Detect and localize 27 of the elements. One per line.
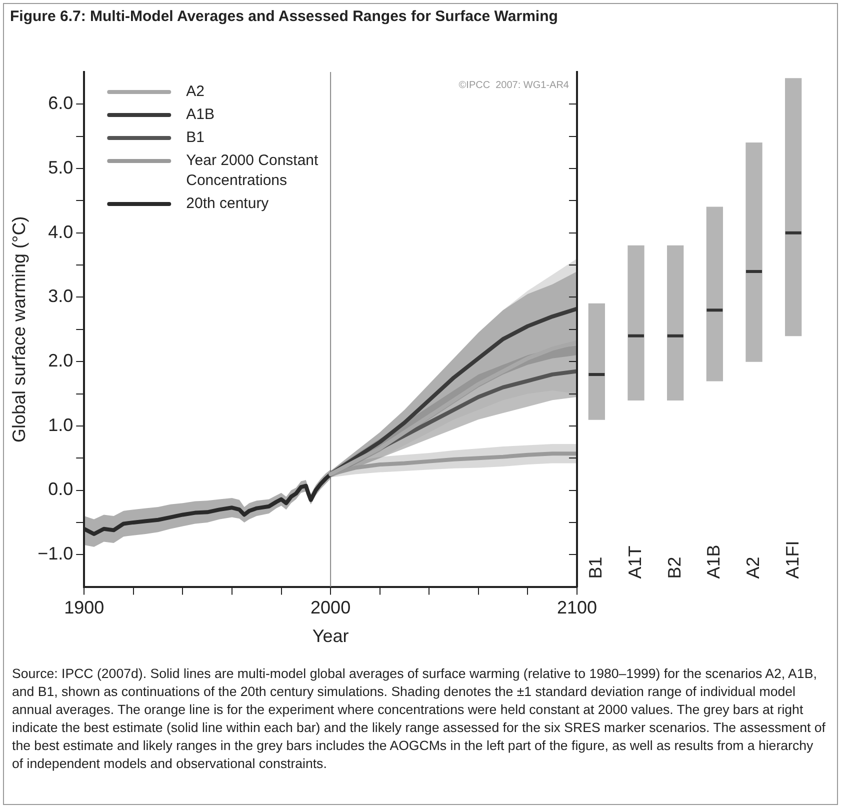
y-tick-label: 3.0 [48,286,74,306]
y-tick-label: 5.0 [48,157,74,178]
x-tick-label: A1T [624,546,645,579]
chart-title: Figure 6.7: Multi-Model Averages and Assessed Ranges for Surface Warming [10,8,558,25]
x-tick-label: A2 [742,556,763,579]
legend-label: A2 [186,83,204,100]
x-tick-label: B1 [586,556,606,579]
x-tick-label: 1900 [64,598,104,618]
y-tick-label: 0.0 [48,479,74,500]
y-tick-label: 1.0 [48,414,74,435]
y-axis-title: Global surface warming (°C) [8,216,29,443]
y-tick-label: −1.0 [38,544,74,564]
x-axis-title: Year [312,626,349,646]
legend-label: Year 2000 Constant Concentrations [186,152,320,190]
x-tick-label: 2000 [310,598,351,618]
legend-label: B1 [186,129,204,146]
annotation: ©IPCC 2007: WG1-AR4 [458,80,570,91]
x-tick-label: A1B [704,544,724,579]
y-tick-label: 6.0 [48,93,74,114]
legend-label: A1B [186,106,214,124]
y-tick-label: 4.0 [48,222,74,242]
x-tick-label: 2100 [556,598,597,618]
y-tick-label: 2.0 [48,350,74,371]
x-tick-label: A1FI [782,540,802,579]
x-tick-label: B2 [664,556,684,579]
source-note: Source: IPCC (2007d). Solid lines are multi-model global averages of surface warming (relative to 1980–1999) for the scenarios A2, A1B, and B1, shown as continuations of the 20th century simulations. Shading denotes the ±1 standard deviation range of individual model annual averages. The orange line is for the experiment where concentrations were held constant at 2000 values. The grey bars at right indicate the best estimate (solid line within each bar) and the likely range assessed for the six SRES marker scenarios. The assessment of the best estimate and likely ranges in the grey bars includes the AOGCMs in the left part of the figure, as well as results from a hierarchy of independent models and observational constraints. [12,665,826,773]
legend-label: 20th century [186,195,270,212]
